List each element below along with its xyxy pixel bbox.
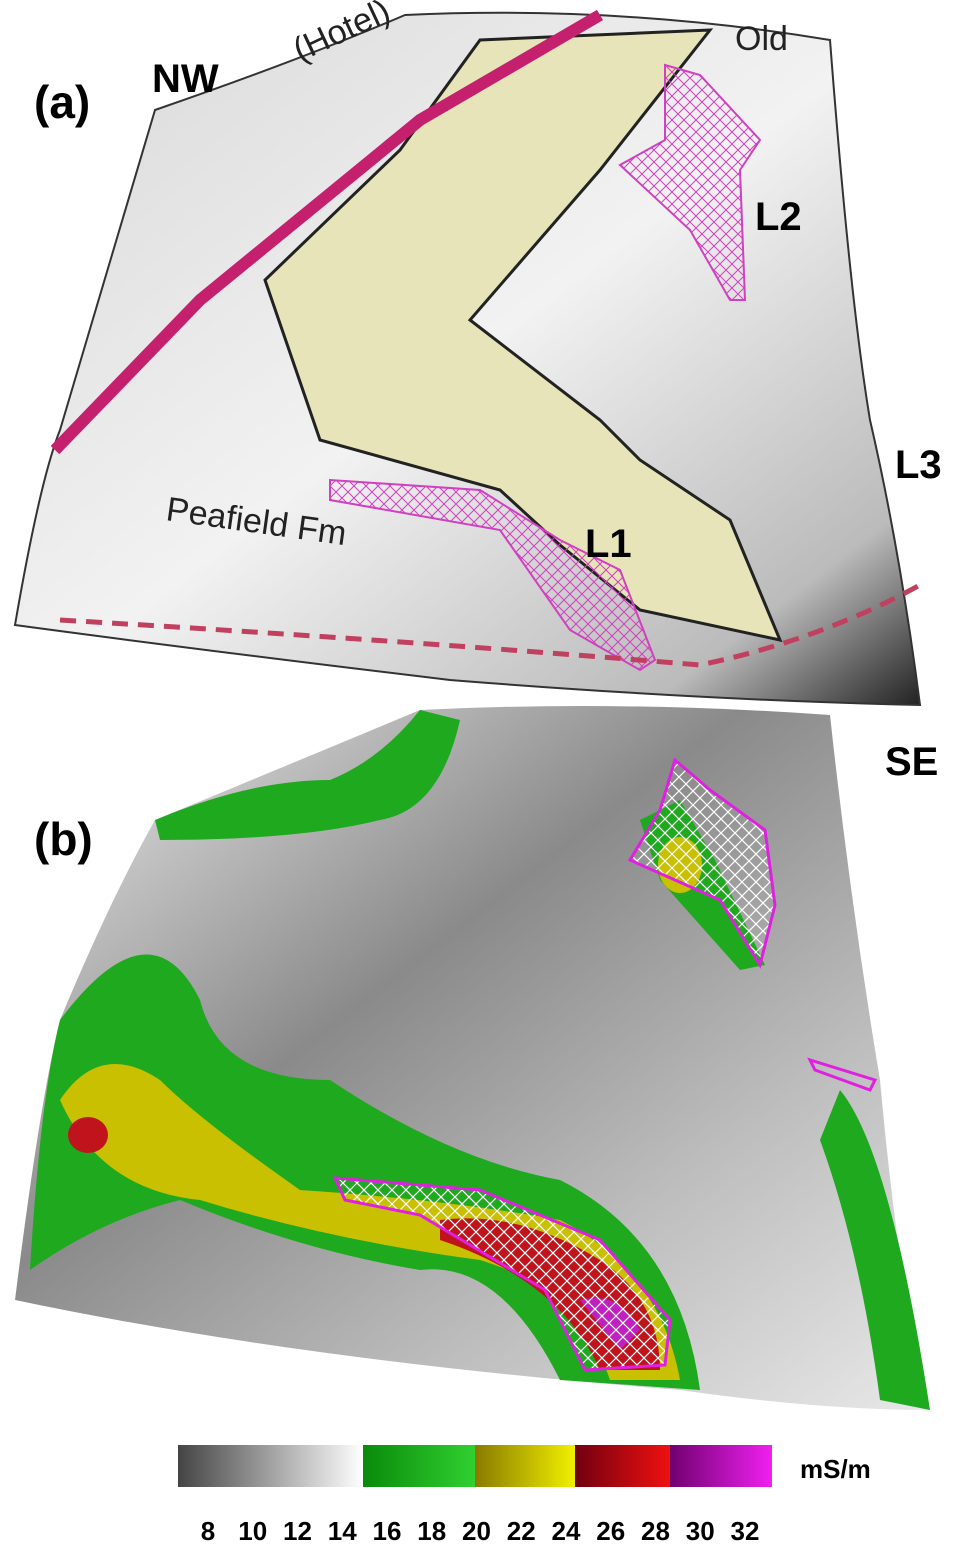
- colorbar-segment: [363, 1445, 475, 1487]
- colorbar-unit: mS/m: [800, 1454, 871, 1484]
- colorbar: mS/m 8 10 12 14 16 18 20 22 24 26 28 30 32: [178, 1445, 871, 1546]
- colorbar-segment: [475, 1445, 575, 1487]
- corner-label: SE: [885, 740, 938, 784]
- colorbar-segment: [575, 1445, 670, 1487]
- colorbar-tick-label: 22: [507, 1516, 536, 1546]
- panel-label: (a): [34, 76, 90, 128]
- map-text: Old: [735, 20, 788, 58]
- colorbar-segment: [670, 1445, 772, 1487]
- site-label: L2: [755, 195, 802, 239]
- site-label: L1: [585, 522, 632, 566]
- hotspot: [68, 1117, 108, 1153]
- colorbar-tick-label: 18: [417, 1516, 446, 1546]
- colorbar-tick-label: 10: [238, 1516, 267, 1546]
- colorbar-tick-label: 24: [552, 1516, 581, 1546]
- panel-label: (b): [34, 813, 93, 865]
- colorbar-tick-label: 28: [641, 1516, 670, 1546]
- colorbar-tick-label: 14: [328, 1516, 357, 1546]
- colorbar-segment: [178, 1445, 363, 1487]
- colorbar-tick-label: 8: [201, 1516, 215, 1546]
- colorbar-tick-label: 26: [596, 1516, 625, 1546]
- site-label: L3: [895, 443, 942, 487]
- colorbar-tick-label: 30: [686, 1516, 715, 1546]
- figure: (a) NW (Hotel) Old Peafield Fm L1 L2 L3 …: [0, 0, 965, 1557]
- colorbar-tick-label: 12: [283, 1516, 312, 1546]
- colorbar-tick-label: 16: [373, 1516, 402, 1546]
- panel-b: (b) SE: [15, 706, 938, 1410]
- corner-label: NW: [152, 57, 219, 101]
- colorbar-tick-label: 20: [462, 1516, 491, 1546]
- panel-a: (a) NW (Hotel) Old Peafield Fm L1 L2 L3: [15, 0, 942, 705]
- colorbar-tick-label: 32: [731, 1516, 760, 1546]
